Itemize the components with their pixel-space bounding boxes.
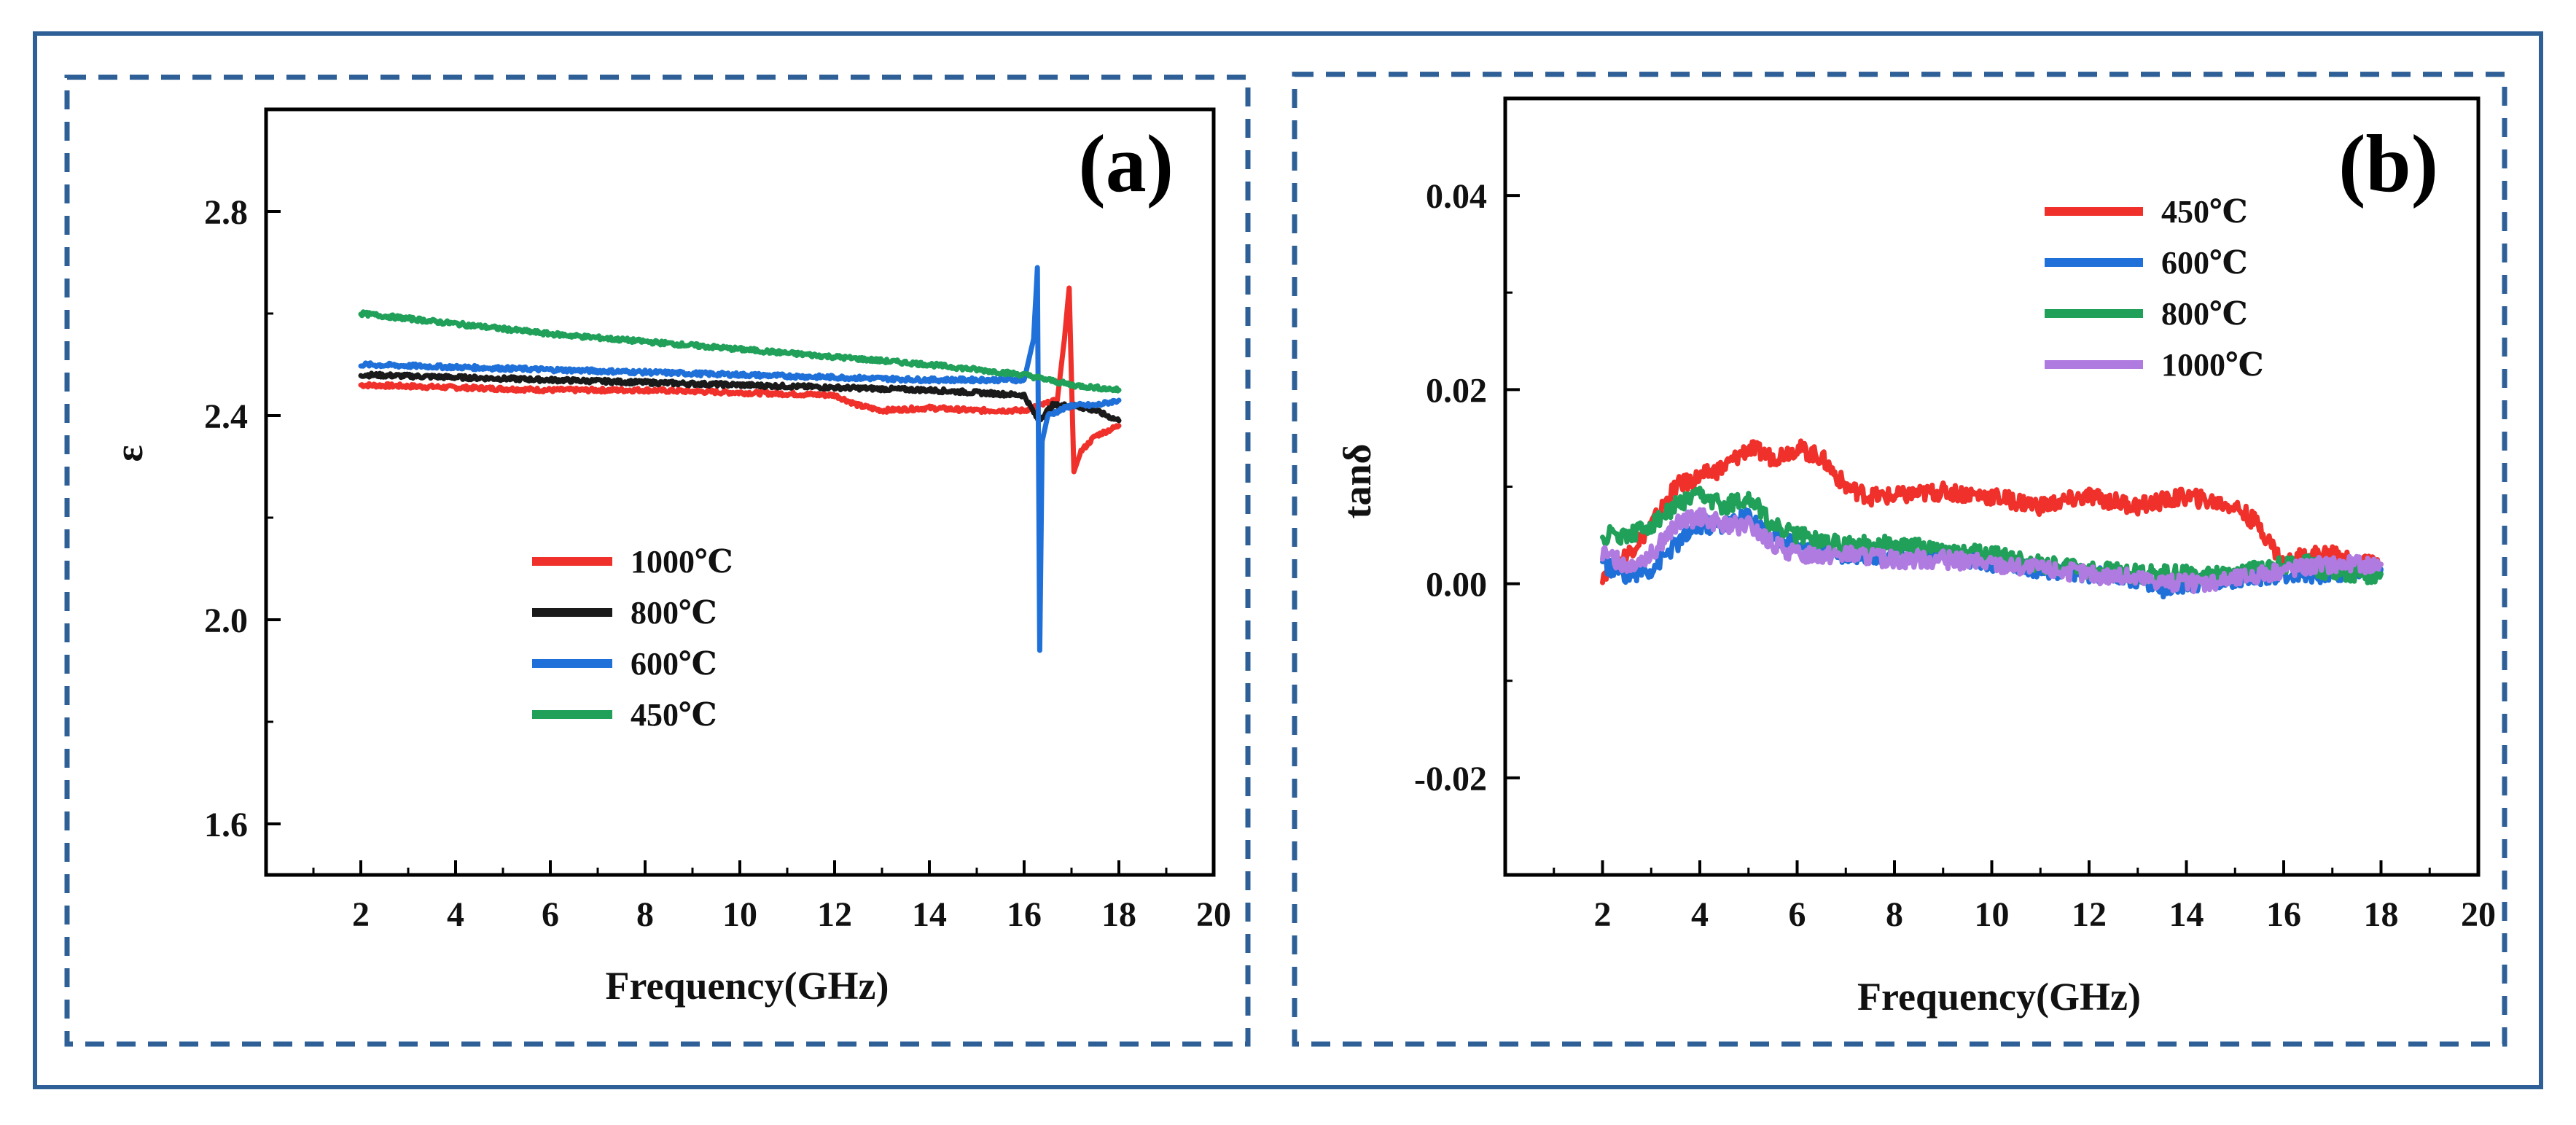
x-tick-label: 2: [1594, 895, 1612, 934]
x-tick-label: 20: [1196, 895, 1231, 934]
x-tick-label: 14: [912, 895, 947, 934]
x-tick-label: 2: [352, 895, 370, 934]
x-tick-label: 6: [542, 895, 559, 934]
x-tick-label: 16: [1007, 895, 1042, 934]
panel-label: (a): [1078, 119, 1174, 209]
series-line: [1600, 507, 2384, 594]
chart-panel-a: 2 4 6 8 10 12 14 16 18 20 1.6 2.0 2.4 2.8 Frequency(GH…: [107, 107, 1231, 1008]
plot-area-frame: [264, 107, 1216, 877]
x-tick-label: 12: [817, 895, 852, 934]
y-tick-label: 2.0: [204, 602, 248, 640]
x-tick-label: 16: [2266, 895, 2301, 934]
y-tick-label: -0.02: [1414, 760, 1487, 798]
series-line: [358, 370, 1122, 424]
x-tick-label: 14: [2169, 895, 2204, 934]
legend-label: 1000℃: [631, 544, 733, 580]
x-tick-label: 4: [447, 895, 464, 934]
panel-b-frame: [1292, 71, 2507, 1047]
x-tick-label: 20: [2461, 895, 2496, 934]
x-tick-label: 8: [636, 895, 654, 934]
legend-label: 600℃: [631, 646, 717, 682]
x-axis-title: Frequency(GHz): [606, 964, 889, 1008]
legend-label: 600℃: [2161, 245, 2248, 281]
series-line: [358, 309, 1122, 394]
panel-label: (b): [2338, 119, 2438, 209]
x-tick-label: 10: [722, 895, 757, 934]
series-line: [358, 285, 1122, 475]
x-tick-label: 6: [1789, 895, 1806, 934]
x-tick-label: 18: [2364, 895, 2399, 934]
legend-label: 450℃: [2161, 194, 2248, 230]
x-tick-label: 10: [1975, 895, 2010, 934]
legend-label: 800℃: [631, 595, 717, 631]
x-tick-label: 4: [1691, 895, 1709, 934]
legend-label: 1000℃: [2161, 347, 2264, 383]
y-axis-title: tanδ: [1335, 443, 1379, 518]
x-tick-label: 18: [1101, 895, 1136, 934]
y-tick-label: 2.4: [204, 397, 248, 436]
chart-panel-b: 2 4 6 8 10 12 14 16 18 20 -0.02 0.00 0.02 0.04 Frequen…: [1335, 96, 2496, 1019]
y-tick-label: 0.02: [1426, 371, 1487, 410]
x-tick-label: 8: [1886, 895, 1903, 934]
legend-label: 450℃: [631, 697, 717, 733]
y-tick-label: 0.04: [1426, 177, 1487, 216]
y-tick-label: 0.00: [1426, 566, 1487, 604]
panel-a-frame: [64, 74, 1251, 1047]
series-line: [1600, 438, 2384, 585]
y-axis-title: ε: [107, 445, 151, 462]
y-tick-label: 1.6: [204, 806, 248, 844]
y-tick-label: 2.8: [204, 193, 248, 232]
x-axis-title: Frequency(GHz): [1857, 975, 2141, 1019]
series-line: [1600, 486, 2384, 585]
x-tick-label: 12: [2072, 895, 2107, 934]
series-line: [358, 265, 1122, 653]
legend-label: 800℃: [2161, 296, 2248, 332]
outer-frame: [33, 31, 2543, 1089]
plot-area-frame: [1503, 96, 2481, 877]
